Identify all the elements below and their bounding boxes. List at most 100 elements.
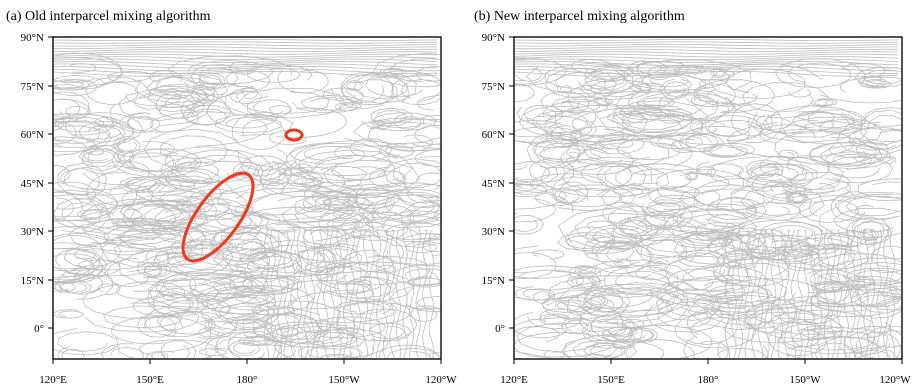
panel-b-lon-label-180: 180° (698, 374, 719, 386)
trajectory-line (322, 87, 364, 104)
trajectory-line (526, 132, 585, 169)
panel-a-title: (a) Old interparcel mixing algorithm (6, 9, 211, 24)
trajectory-line (627, 326, 658, 343)
trajectory-line (123, 155, 199, 172)
trajectory-line (845, 178, 902, 201)
trajectory-line (289, 229, 296, 359)
trajectory-line (550, 184, 636, 212)
trajectory-line (149, 70, 183, 83)
trajectory-line (428, 229, 435, 359)
trajectory-line (109, 203, 143, 227)
trajectory-line (569, 265, 601, 280)
trajectory-line (53, 41, 438, 44)
trajectory-line (368, 322, 412, 342)
trajectory-line (810, 229, 817, 359)
trajectory-line (53, 61, 438, 66)
trajectory-line (143, 128, 239, 169)
trajectory-line (763, 113, 807, 134)
trajectory-line (283, 229, 290, 359)
trajectory-line (673, 65, 707, 75)
trajectory-line (612, 184, 651, 199)
trajectory-line (343, 118, 441, 149)
trajectory-line (879, 130, 902, 143)
trajectory-line (554, 189, 580, 204)
trajectory-line (544, 67, 617, 103)
trajectory-line (607, 110, 652, 124)
trajectory-line (53, 48, 437, 53)
panel-a-lat-label-15n: 15°N (21, 275, 44, 287)
panel-b-title: (b) New interparcel mixing algorithm (474, 9, 685, 24)
trajectory-line (101, 343, 145, 359)
trajectory-line (788, 289, 902, 318)
trajectory-line (543, 349, 565, 359)
trajectory-line (334, 145, 362, 160)
trajectory-line (263, 229, 270, 359)
trajectory-line (514, 51, 899, 55)
trajectory-line (53, 189, 119, 222)
trajectory-line (270, 229, 276, 359)
trajectory-line (54, 113, 115, 136)
trajectory-line (790, 229, 797, 359)
trajectory-line (774, 128, 881, 166)
trajectory-line (742, 316, 768, 329)
trajectory-line (196, 282, 315, 316)
trajectory-line (150, 210, 262, 250)
trajectory-line (229, 87, 263, 104)
trajectory-line (395, 229, 402, 359)
trajectory-line (869, 229, 876, 359)
trajectory-line (232, 111, 286, 151)
trajectory-line (514, 245, 577, 279)
trajectory-line (148, 85, 208, 108)
trajectory-line (705, 197, 767, 224)
trajectory-line (784, 248, 824, 272)
trajectory-line (810, 98, 838, 107)
trajectory-line (619, 104, 672, 121)
trajectory-line (863, 229, 869, 359)
trajectory-line (147, 146, 252, 184)
trajectory-line (170, 240, 218, 259)
trajectory-line (113, 219, 137, 229)
trajectory-line (833, 282, 856, 293)
trajectory-line (408, 229, 415, 359)
trajectory-line (229, 62, 257, 75)
trajectory-line (129, 268, 197, 304)
trajectory-line (848, 277, 876, 288)
trajectory-line (57, 346, 86, 359)
trajectory-line (783, 116, 883, 147)
trajectory-line (334, 102, 362, 112)
trajectory-line (514, 68, 899, 75)
trajectory-line (340, 211, 409, 241)
trajectory-line (706, 155, 845, 194)
trajectory-line (53, 79, 91, 91)
trajectory-line (602, 63, 634, 79)
trajectory-line (309, 229, 316, 359)
panel-a-lat-label-75n: 75°N (21, 81, 44, 93)
trajectory-line (375, 229, 382, 359)
trajectory-line (560, 147, 634, 176)
trajectory-line (584, 353, 608, 359)
trajectory-line (370, 210, 441, 248)
trajectory-line (337, 255, 431, 286)
trajectory-line (53, 98, 81, 120)
trajectory-line (882, 229, 889, 359)
panel-b-trajectories (514, 38, 902, 359)
trajectory-line (514, 177, 539, 192)
trajectory-line (214, 113, 294, 136)
trajectory-line (69, 63, 97, 73)
panel-a-highlights (181, 128, 304, 263)
trajectory-line (275, 325, 299, 338)
trajectory-line (776, 326, 888, 355)
trajectory-line (416, 66, 441, 82)
trajectory-line (367, 118, 441, 158)
trajectory-line (405, 241, 438, 253)
trajectory-line (514, 46, 899, 50)
trajectory-line (806, 269, 861, 294)
trajectory-line (122, 200, 185, 234)
trajectory-line (627, 59, 690, 79)
trajectory-line (428, 351, 441, 359)
trajectory-line (525, 63, 644, 95)
trajectory-line (514, 79, 535, 102)
trajectory-line (817, 229, 823, 359)
trajectory-line (532, 249, 565, 260)
trajectory-line (407, 276, 441, 288)
